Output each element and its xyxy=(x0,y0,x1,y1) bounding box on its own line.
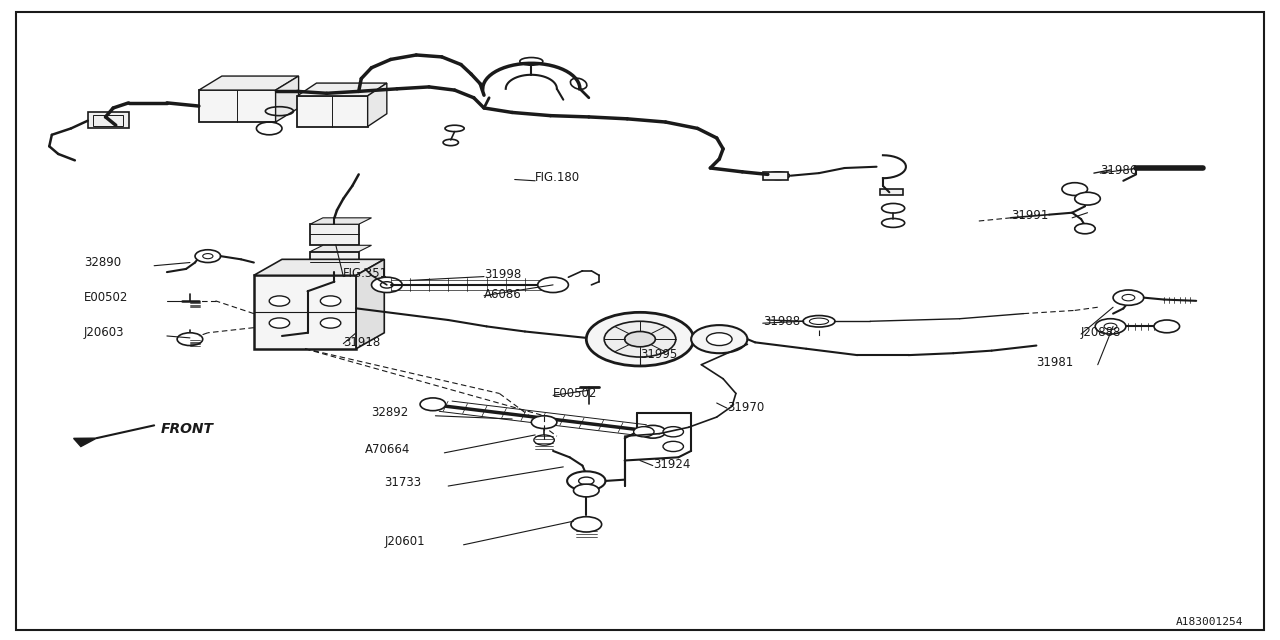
Text: E00502: E00502 xyxy=(83,291,128,304)
Text: J20888: J20888 xyxy=(1082,326,1121,339)
Circle shape xyxy=(380,282,393,288)
Circle shape xyxy=(195,250,220,262)
Circle shape xyxy=(625,332,655,347)
Text: 32892: 32892 xyxy=(371,406,408,419)
Text: A70664: A70664 xyxy=(365,443,411,456)
Circle shape xyxy=(640,426,666,438)
Text: J20601: J20601 xyxy=(384,535,425,548)
Text: A183001254: A183001254 xyxy=(1176,617,1243,627)
Text: 31998: 31998 xyxy=(484,269,521,282)
Circle shape xyxy=(573,484,599,497)
Circle shape xyxy=(371,277,402,292)
Polygon shape xyxy=(356,259,384,349)
Circle shape xyxy=(534,435,554,445)
Bar xyxy=(297,96,367,127)
Text: FIG.351: FIG.351 xyxy=(343,267,389,280)
Polygon shape xyxy=(310,245,371,252)
Text: J20603: J20603 xyxy=(83,326,124,339)
Circle shape xyxy=(634,427,654,437)
Circle shape xyxy=(420,398,445,411)
Bar xyxy=(87,113,128,129)
Circle shape xyxy=(1075,192,1101,205)
Text: 32890: 32890 xyxy=(83,256,120,269)
Text: 31991: 31991 xyxy=(1011,209,1048,222)
Text: E00502: E00502 xyxy=(553,387,598,399)
Circle shape xyxy=(663,427,684,437)
Text: 31988: 31988 xyxy=(763,315,800,328)
Ellipse shape xyxy=(803,316,835,327)
Bar xyxy=(198,90,275,122)
Circle shape xyxy=(320,318,340,328)
Polygon shape xyxy=(367,83,387,127)
Circle shape xyxy=(320,296,340,306)
Text: 31981: 31981 xyxy=(1037,356,1074,369)
Circle shape xyxy=(1114,290,1144,305)
Text: 31924: 31924 xyxy=(653,458,690,471)
Circle shape xyxy=(707,333,732,346)
Polygon shape xyxy=(73,438,96,447)
Circle shape xyxy=(1062,182,1088,195)
Text: FIG.180: FIG.180 xyxy=(535,171,580,184)
Text: 31995: 31995 xyxy=(640,348,677,362)
Bar xyxy=(92,115,123,126)
Circle shape xyxy=(567,471,605,490)
Circle shape xyxy=(269,318,289,328)
Polygon shape xyxy=(198,76,298,90)
Text: 31970: 31970 xyxy=(727,401,764,413)
Bar xyxy=(881,189,904,195)
Polygon shape xyxy=(310,218,371,224)
Text: A6086: A6086 xyxy=(484,287,522,301)
Bar xyxy=(310,252,358,272)
Polygon shape xyxy=(253,259,384,275)
Circle shape xyxy=(691,325,748,353)
Circle shape xyxy=(538,277,568,292)
Polygon shape xyxy=(275,76,298,122)
Ellipse shape xyxy=(882,204,905,213)
Ellipse shape xyxy=(882,218,905,227)
Text: 31918: 31918 xyxy=(343,335,380,349)
Bar xyxy=(253,275,356,349)
Circle shape xyxy=(531,416,557,429)
Circle shape xyxy=(202,253,212,259)
Circle shape xyxy=(604,321,676,357)
Circle shape xyxy=(177,333,202,346)
Polygon shape xyxy=(297,83,387,96)
Text: FRONT: FRONT xyxy=(160,422,214,436)
Circle shape xyxy=(1096,319,1126,334)
Circle shape xyxy=(1075,223,1096,234)
Circle shape xyxy=(663,442,684,452)
Circle shape xyxy=(269,296,289,306)
Circle shape xyxy=(1155,320,1180,333)
Circle shape xyxy=(586,312,694,366)
Text: 31986: 31986 xyxy=(1101,164,1138,177)
Bar xyxy=(763,172,788,179)
Text: 31733: 31733 xyxy=(384,476,421,489)
Bar xyxy=(310,224,358,244)
Circle shape xyxy=(571,516,602,532)
